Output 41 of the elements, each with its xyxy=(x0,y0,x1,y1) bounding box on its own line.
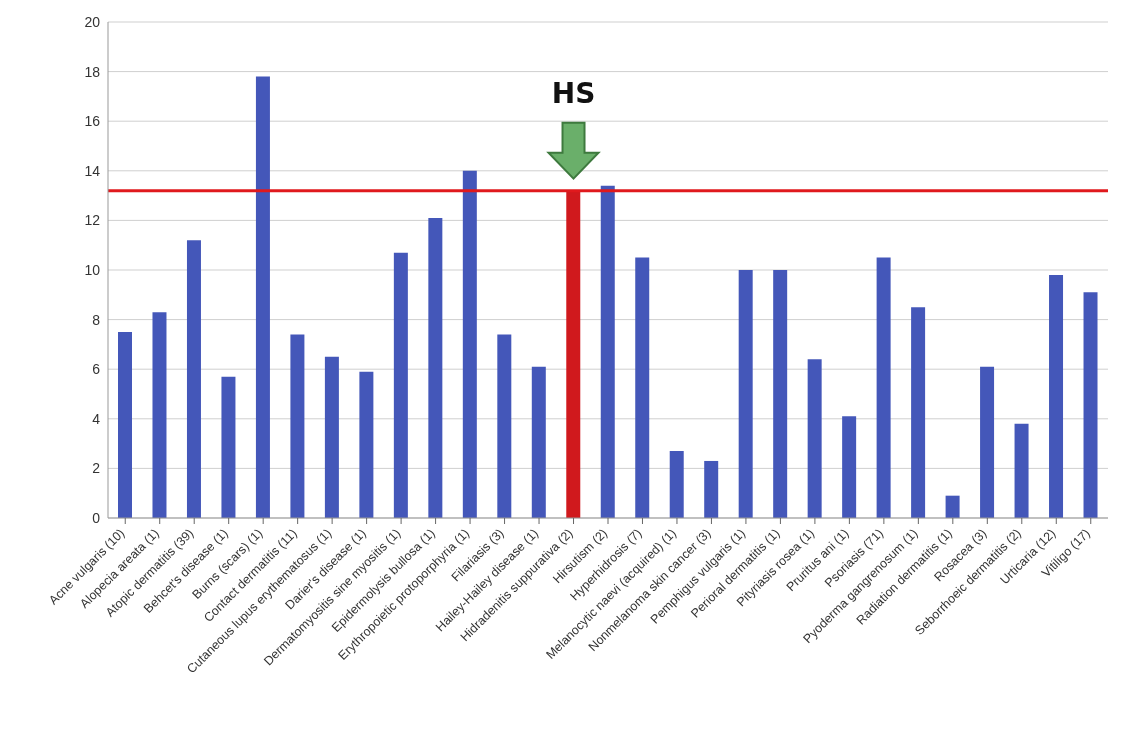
bar xyxy=(1049,274,1064,518)
bar xyxy=(704,460,719,518)
bar xyxy=(462,170,477,518)
bar xyxy=(359,371,374,518)
bar xyxy=(255,76,270,518)
y-tick-label: 2 xyxy=(92,460,101,477)
y-tick-label: 4 xyxy=(92,410,101,427)
bar xyxy=(842,416,857,518)
bar xyxy=(118,332,132,518)
y-tick-label: 8 xyxy=(92,311,101,328)
bar xyxy=(393,252,408,518)
annotation: HS xyxy=(551,76,596,110)
y-tick-label: 18 xyxy=(84,63,101,80)
bar xyxy=(531,366,546,518)
bar xyxy=(980,366,995,518)
y-tick-label: 20 xyxy=(84,13,101,30)
bar xyxy=(428,217,443,518)
bar xyxy=(152,312,167,518)
bar xyxy=(497,334,512,518)
bar xyxy=(221,376,236,518)
bar xyxy=(911,307,926,518)
y-tick-label: 16 xyxy=(84,113,101,130)
y-tick-label: 10 xyxy=(84,261,101,278)
bar xyxy=(1083,292,1098,518)
bar xyxy=(876,257,891,518)
bar xyxy=(773,270,788,518)
bar xyxy=(807,359,822,518)
bar xyxy=(738,270,753,518)
bar xyxy=(324,356,339,518)
y-tick-label: 14 xyxy=(84,162,101,179)
bar xyxy=(669,451,684,518)
bar xyxy=(290,334,305,518)
bar xyxy=(186,240,201,518)
bar xyxy=(1014,423,1029,518)
y-tick-label: 12 xyxy=(84,212,101,229)
bar xyxy=(600,185,615,518)
y-tick-label: 6 xyxy=(92,361,101,378)
bar xyxy=(566,190,581,518)
y-tick-label: 0 xyxy=(92,509,101,526)
bar xyxy=(945,495,960,518)
bar xyxy=(635,257,650,518)
